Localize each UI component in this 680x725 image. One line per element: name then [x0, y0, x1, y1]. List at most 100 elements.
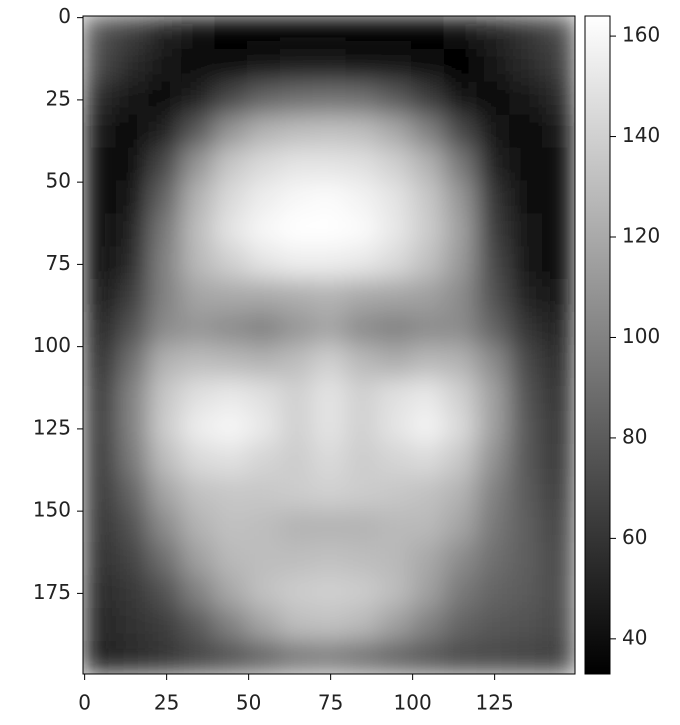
- image-cell: [312, 509, 346, 543]
- image-cell: [247, 641, 281, 674]
- image-cell: [476, 542, 510, 576]
- image-cell: [181, 180, 215, 214]
- image-cell: [83, 114, 117, 149]
- image-cell: [312, 608, 346, 642]
- image-cell: [345, 443, 379, 478]
- image-cell: [214, 81, 248, 116]
- y-tick-label: 125: [33, 415, 71, 439]
- image-cell: [148, 48, 182, 83]
- image-cell: [476, 509, 510, 543]
- image-cell: [83, 147, 117, 181]
- colorbar-tick-label: 80: [622, 424, 647, 448]
- image-cell: [509, 345, 543, 379]
- image-cell: [83, 476, 117, 510]
- image-cell: [214, 345, 248, 379]
- image-cell: [312, 641, 346, 674]
- image-cell: [115, 114, 150, 149]
- image-cell: [247, 575, 281, 609]
- image-cell: [509, 476, 543, 510]
- image-cell: [247, 312, 281, 346]
- image-cell: [509, 509, 543, 543]
- image-cell: [312, 476, 346, 510]
- image-cell: [247, 48, 281, 83]
- image-cell: [476, 114, 510, 149]
- image-cell: [476, 410, 510, 445]
- image-cell: [181, 213, 215, 247]
- image-cell: [378, 81, 412, 116]
- image: [83, 16, 575, 674]
- image-cell: [411, 279, 445, 313]
- image-cell: [247, 246, 281, 280]
- image-cell: [115, 476, 150, 510]
- image-cell: [148, 377, 182, 412]
- image-cell: [509, 147, 543, 181]
- image-cell: [443, 608, 478, 642]
- image-cell: [378, 476, 412, 510]
- x-tick-label: 125: [476, 691, 514, 715]
- image-cell: [148, 147, 182, 181]
- image-cell: [83, 16, 117, 50]
- image-cell: [345, 575, 379, 609]
- image-cell: [115, 16, 150, 50]
- image-cell: [476, 608, 510, 642]
- image-cell: [214, 48, 248, 83]
- image-cell: [279, 410, 314, 445]
- image-cell: [181, 147, 215, 181]
- y-tick-label: 50: [46, 169, 71, 193]
- image-cell: [148, 509, 182, 543]
- x-tick-label: 25: [154, 691, 179, 715]
- image-cell: [411, 180, 445, 214]
- image-cell: [83, 509, 117, 543]
- image-cell: [214, 312, 248, 346]
- image-cell: [443, 246, 478, 280]
- image-cell: [509, 16, 543, 50]
- image-cell: [247, 16, 281, 50]
- image-cell: [247, 608, 281, 642]
- image-cell: [345, 246, 379, 280]
- image-cell: [345, 345, 379, 379]
- image-cell: [312, 246, 346, 280]
- image-cell: [443, 312, 478, 346]
- image-cell: [509, 608, 543, 642]
- image-cell: [279, 312, 314, 346]
- image-cell: [181, 608, 215, 642]
- image-cell: [443, 443, 478, 478]
- image-cell: [378, 410, 412, 445]
- image-cell: [115, 279, 150, 313]
- image-cell: [378, 147, 412, 181]
- image-cell: [476, 213, 510, 247]
- image-cell: [542, 147, 575, 181]
- image-cell: [542, 114, 575, 149]
- image-cell: [83, 180, 117, 214]
- image-cell: [509, 641, 543, 674]
- image-cell: [542, 509, 575, 543]
- image-cell: [181, 246, 215, 280]
- image-cell: [214, 114, 248, 149]
- image-cell: [443, 279, 478, 313]
- image-cell: [443, 410, 478, 445]
- image-cell: [148, 410, 182, 445]
- image-cell: [542, 476, 575, 510]
- image-cell: [542, 542, 575, 576]
- image-cell: [509, 575, 543, 609]
- image-cell: [476, 180, 510, 214]
- image-cell: [476, 443, 510, 478]
- image-cell: [443, 377, 478, 412]
- image-cell: [378, 377, 412, 412]
- image-cell: [411, 377, 445, 412]
- image-cell: [509, 180, 543, 214]
- image-cell: [148, 213, 182, 247]
- image-cell: [181, 81, 215, 116]
- image-cell: [279, 542, 314, 576]
- image-cell: [279, 279, 314, 313]
- image-cell: [345, 147, 379, 181]
- image-cell: [279, 114, 314, 149]
- image-cell: [279, 608, 314, 642]
- image-cell: [312, 377, 346, 412]
- image-cell: [115, 345, 150, 379]
- image-cell: [214, 542, 248, 576]
- image-cell: [411, 81, 445, 116]
- image-cell: [345, 81, 379, 116]
- image-cell: [509, 377, 543, 412]
- image-cell: [378, 542, 412, 576]
